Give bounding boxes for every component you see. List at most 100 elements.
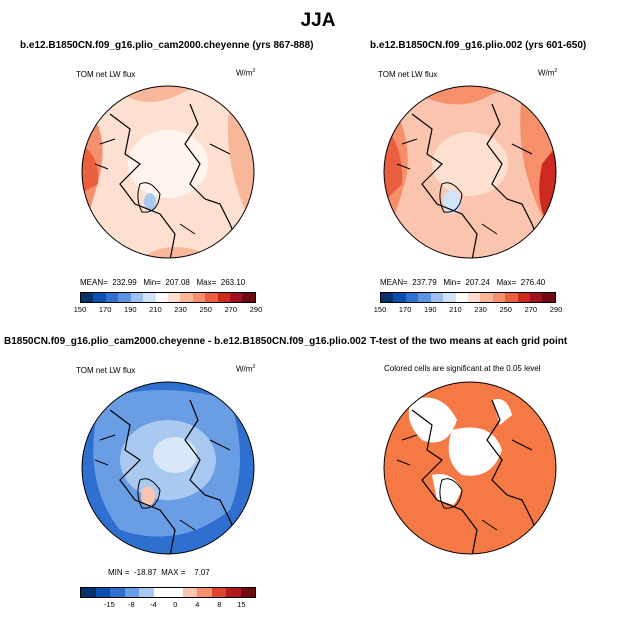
colorbar-tick-label: -15 — [103, 600, 115, 609]
page-title: JJA — [300, 10, 336, 31]
map-3-border — [81, 381, 255, 555]
colorbar-swatch — [530, 293, 543, 302]
panel-1-stats: MEAN= 232.99 Min= 207.08 Max= 263.10 — [80, 278, 246, 287]
map-3-greenland-outline — [137, 478, 161, 509]
colorbar-tick-label: 4 — [195, 600, 200, 609]
colorbar-2 — [380, 292, 556, 303]
colorbar-tick-label: 230 — [474, 305, 487, 314]
colorbar-swatch — [455, 293, 468, 302]
colorbar-swatch — [240, 588, 255, 597]
map-panel-1 — [81, 85, 255, 259]
map-1-border — [81, 85, 255, 259]
colorbar-1 — [80, 292, 256, 303]
colorbar-tick-label: 170 — [398, 305, 412, 314]
colorbar-swatch — [211, 588, 226, 597]
colorbar-swatch — [505, 293, 518, 302]
map-3-coastline-east — [184, 399, 241, 546]
map-3-greenland-positive — [141, 486, 155, 506]
panel-2-header: b.e12.B1850CN.f09_g16.plio.002 (yrs 601-… — [370, 40, 587, 51]
colorbar-swatch — [105, 293, 119, 302]
map-1-greenland-cold — [144, 193, 156, 211]
colorbar-swatch — [393, 293, 406, 302]
colorbar-swatch — [480, 293, 493, 302]
colorbar-swatch — [124, 588, 139, 597]
colorbar-tick-label: 15 — [237, 600, 246, 609]
colorbar-swatch — [492, 293, 506, 302]
map-4-insignificant-4 — [492, 399, 512, 425]
colorbar-swatch — [81, 588, 96, 597]
colorbar-tick-label: 250 — [199, 305, 212, 314]
panel-4-header: T-test of the two means at each grid poi… — [370, 336, 568, 347]
colorbar-swatch — [405, 293, 419, 302]
colorbar-swatch — [205, 293, 218, 302]
panel-2-variable-label: TOM net LW flux — [378, 70, 438, 79]
colorbar-tick-label: -4 — [149, 600, 157, 609]
panel-2-units: W/m2 — [538, 68, 558, 78]
map-1-coastline-east — [184, 103, 241, 250]
colorbar-swatch — [180, 293, 193, 302]
map-4-border — [383, 381, 557, 555]
colorbar-tick-label: 270 — [524, 305, 538, 314]
map-1-hot-west — [82, 144, 99, 194]
colorbar-swatch — [230, 293, 243, 302]
map-2-arctic-core — [432, 132, 508, 196]
colorbar-tick-label: 150 — [73, 305, 87, 314]
colorbar-tick-label: 250 — [499, 305, 512, 314]
colorbar-swatch — [467, 293, 481, 302]
map-4-coastline-west — [411, 409, 478, 554]
colorbar-swatch — [542, 293, 555, 302]
colorbar-tick-label: 210 — [149, 305, 162, 314]
colorbar-swatch — [110, 588, 125, 597]
map-1-coastline-west — [109, 113, 176, 258]
panel-1-units: W/m2 — [236, 68, 256, 78]
panel-3-units: W/m2 — [236, 364, 256, 374]
map-2-greenland-outline — [439, 182, 463, 213]
map-4-islands — [396, 434, 533, 531]
map-4-insignificant-2 — [448, 427, 502, 476]
colorbar-swatch — [197, 588, 212, 597]
panel-3-stats: MIN = -18.87 MAX = 7.07 — [108, 568, 210, 577]
map-3-islands — [94, 434, 231, 531]
colorbar-swatch — [443, 293, 456, 302]
colorbar-swatch — [95, 588, 110, 597]
colorbar-swatch — [430, 293, 444, 302]
colorbar-swatch — [81, 293, 94, 302]
colorbar-swatch — [182, 588, 197, 597]
colorbar-swatch — [242, 293, 255, 302]
colorbar-swatch — [168, 588, 183, 597]
colorbar-tick-label: 0 — [173, 600, 178, 609]
colorbar-swatch — [517, 293, 531, 302]
colorbar-swatch — [153, 588, 168, 597]
colorbar-swatch — [143, 293, 156, 302]
colorbar-tick-label: 290 — [549, 305, 563, 314]
colorbar-tick-label: 150 — [373, 305, 387, 314]
colorbar-swatch — [381, 293, 394, 302]
map-panel-3 — [81, 381, 255, 555]
panel-1-variable-label: TOM net LW flux — [76, 70, 136, 79]
panel-4-note: Colored cells are significant at the 0.0… — [384, 364, 541, 373]
panel-1-header: b.e12.B1850CN.f09_g16.plio_cam2000.cheye… — [20, 40, 314, 51]
map-4-greenland-outline — [439, 478, 463, 509]
panel-3-header: B1850CN.f09_g16.plio_cam2000.cheyenne - … — [4, 336, 367, 347]
map-2-border — [383, 85, 557, 259]
map-1-greenland-outline — [137, 182, 161, 213]
map-2-coastline-west — [411, 113, 478, 258]
map-3-core-near-zero — [153, 437, 197, 473]
map-1-islands — [94, 138, 231, 235]
colorbar-tick-label: 230 — [174, 305, 187, 314]
colorbar-tick-label: 210 — [449, 305, 462, 314]
map-4-insignificant-1 — [408, 397, 457, 443]
colorbar-tick-label: 190 — [424, 305, 437, 314]
colorbar-tick-label: 190 — [124, 305, 137, 314]
map-panel-2 — [383, 85, 557, 259]
colorbar-swatch — [93, 293, 106, 302]
colorbar-swatch — [130, 293, 144, 302]
colorbar-swatch — [217, 293, 231, 302]
map-4-coastline-east — [486, 399, 543, 546]
map-panel-4 — [383, 381, 557, 555]
colorbar-3 — [80, 587, 256, 598]
colorbar-tick-label: 170 — [98, 305, 112, 314]
colorbar-swatch — [192, 293, 206, 302]
colorbar-tick-label: 270 — [224, 305, 238, 314]
map-2-coastline-east — [486, 103, 543, 250]
